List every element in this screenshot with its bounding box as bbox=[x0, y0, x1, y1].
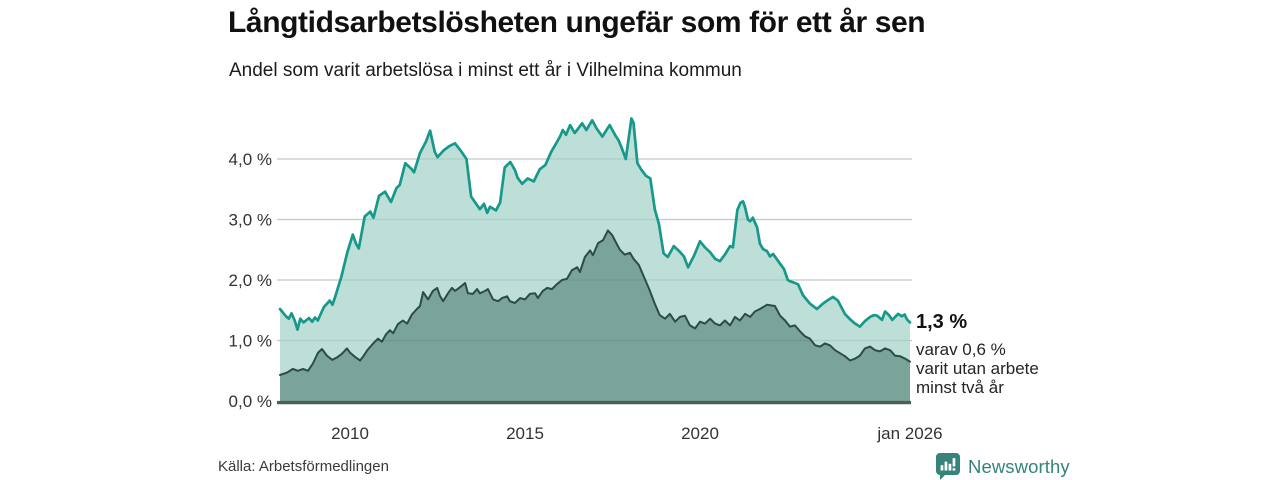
y-tick-label: 1,0 % bbox=[229, 332, 272, 351]
y-tick-label: 3,0 % bbox=[229, 211, 272, 230]
line-total-one-year bbox=[278, 117, 912, 331]
area-two-year bbox=[280, 230, 910, 401]
source-caption: Källa: Arbetsförmedlingen bbox=[218, 458, 389, 475]
line-two-year bbox=[279, 229, 911, 376]
y-tick-label: 2,0 % bbox=[229, 271, 272, 290]
end-value-total: 1,3 % bbox=[916, 311, 968, 333]
newsworthy-logo: Newsworthy bbox=[936, 453, 1070, 480]
end-value-annotation: 1,3 % varav 0,6 % varit utan arbete mins… bbox=[916, 311, 1116, 397]
chart-subtitle: Andel som varit arbetslösa i minst ett å… bbox=[229, 60, 742, 81]
chart-title: Långtidsarbetslösheten ungefär som för e… bbox=[228, 6, 926, 39]
x-tick-label: 2010 bbox=[331, 424, 369, 443]
end-value-subline-2: varit utan arbete bbox=[916, 359, 1039, 378]
y-tick-label: 4,0 % bbox=[229, 150, 272, 169]
end-value-subline-3: minst två år bbox=[916, 378, 1004, 397]
x-tick-label: jan 2026 bbox=[876, 424, 942, 443]
x-tick-label: 2020 bbox=[681, 424, 719, 443]
end-value-subline-1: varav 0,6 % bbox=[916, 340, 1006, 359]
y-tick-label: 0,0 % bbox=[229, 392, 272, 411]
newsworthy-icon bbox=[936, 453, 960, 480]
newsworthy-wordmark: Newsworthy bbox=[968, 455, 1070, 477]
x-tick-label: 2015 bbox=[506, 424, 544, 443]
